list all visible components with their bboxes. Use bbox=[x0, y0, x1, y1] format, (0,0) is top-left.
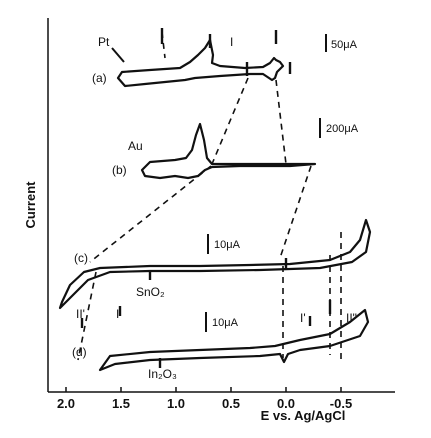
svg-text:10μA: 10μA bbox=[212, 317, 239, 329]
marker-c-IIp: II' bbox=[76, 307, 85, 321]
svg-text:50μA: 50μA bbox=[331, 39, 358, 51]
material-a: Pt bbox=[98, 35, 110, 49]
marker-c-I: I bbox=[116, 307, 119, 321]
x-tick-label: 0.5 bbox=[222, 396, 240, 411]
label-a: (a) bbox=[92, 71, 107, 85]
curve-d-in2o3 bbox=[98, 308, 370, 372]
x-tick-labels: 2.0 1.5 1.0 0.5 0.0 -0.5 bbox=[57, 387, 352, 411]
x-tick-label: -0.5 bbox=[330, 396, 352, 411]
svg-text:10μA: 10μA bbox=[214, 239, 241, 251]
curve-b-au bbox=[140, 122, 317, 180]
peak-markers bbox=[80, 28, 332, 368]
material-d: In₂O₃ bbox=[148, 367, 177, 381]
label-c: (c) bbox=[74, 251, 88, 265]
x-tick-label: 1.0 bbox=[167, 396, 185, 411]
marker-d-Ip: I' bbox=[300, 311, 306, 325]
svg-text:200μA: 200μA bbox=[326, 123, 359, 135]
x-tick-label: 2.0 bbox=[57, 396, 75, 411]
x-tick-label: 1.5 bbox=[112, 396, 130, 411]
material-b: Au bbox=[128, 139, 143, 153]
material-c: SnO₂ bbox=[136, 285, 165, 299]
marker-a-I: I bbox=[230, 35, 233, 49]
pt-pointer bbox=[111, 47, 125, 63]
scale-bar-a: 50μA bbox=[325, 34, 358, 52]
x-axis-title: E vs. Ag/AgCl bbox=[261, 408, 346, 423]
scale-bar-c: 10μA bbox=[207, 234, 241, 254]
curve-a-pt bbox=[116, 38, 285, 88]
label-b: (b) bbox=[112, 163, 127, 177]
y-axis-title: Current bbox=[23, 181, 38, 229]
series-curves bbox=[58, 38, 372, 372]
scale-bar-d: 10μA bbox=[205, 312, 239, 332]
x-tick-label: 0.0 bbox=[277, 396, 295, 411]
marker-d-IIpp: II" bbox=[346, 311, 357, 325]
label-d: (d) bbox=[72, 345, 87, 359]
scale-bar-b: 200μA bbox=[319, 118, 359, 138]
curve-c-sno2 bbox=[58, 218, 372, 310]
correlation-dash-lines bbox=[77, 31, 342, 362]
